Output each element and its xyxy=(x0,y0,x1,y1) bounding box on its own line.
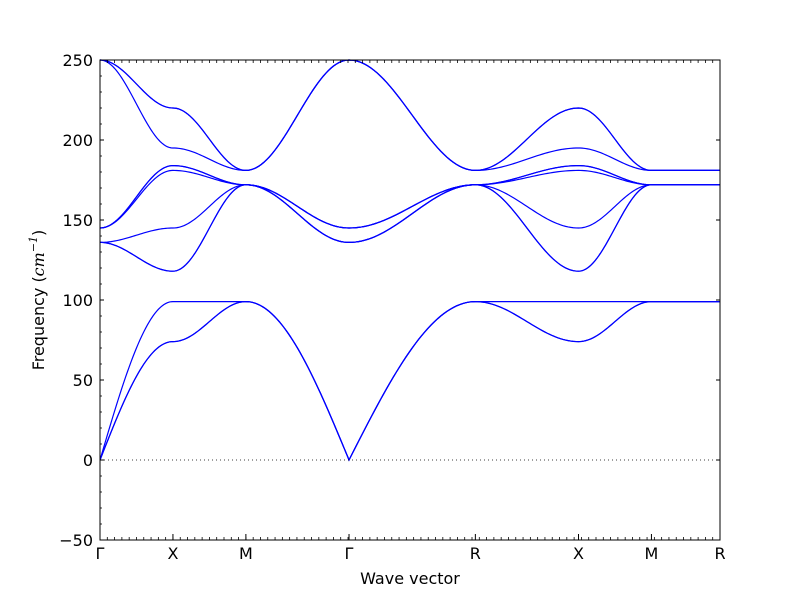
branch-6 xyxy=(99,184,720,244)
x-tick-label: R xyxy=(714,544,725,563)
y-tick-label: −50 xyxy=(59,531,93,550)
y-tick-label: 100 xyxy=(62,291,93,310)
x-tick-label: M xyxy=(239,544,253,563)
y-axis: −50 0 50 100 150 200 250 xyxy=(59,51,720,550)
y-tick-label: 50 xyxy=(73,371,93,390)
branch-5 xyxy=(99,184,720,272)
y-axis-label-unit-exponent: −1 xyxy=(27,236,40,252)
y-tick-label: 200 xyxy=(62,131,93,150)
x-tick-label: R xyxy=(470,544,481,563)
branch-1 xyxy=(99,300,720,462)
y-tick-label: 0 xyxy=(83,451,93,470)
x-tick-label: Γ xyxy=(345,544,354,563)
x-tick-label: X xyxy=(573,544,584,563)
branch-9 xyxy=(99,164,720,229)
branch-12 xyxy=(99,59,720,172)
y-axis-label-text: Frequency ( xyxy=(29,276,48,370)
y-tick-label: 250 xyxy=(62,51,93,70)
x-tick-label: X xyxy=(167,544,178,563)
y-axis-label-unit: cm xyxy=(29,252,48,276)
branch-8 xyxy=(99,164,720,229)
branch-2 xyxy=(99,300,720,462)
branch-4 xyxy=(99,184,720,272)
branch-7 xyxy=(99,169,720,229)
y-axis-label: Frequency (cm−1) xyxy=(27,230,48,371)
dispersion-branches xyxy=(99,59,720,462)
branch-3 xyxy=(99,301,720,462)
x-tick-label: M xyxy=(645,544,659,563)
x-tick-label: Γ xyxy=(96,544,105,563)
y-tick-label: 150 xyxy=(62,211,93,230)
x-axis-label: Wave vector xyxy=(360,569,460,588)
y-axis-label-close: ) xyxy=(29,230,48,236)
plot-frame xyxy=(99,59,721,541)
